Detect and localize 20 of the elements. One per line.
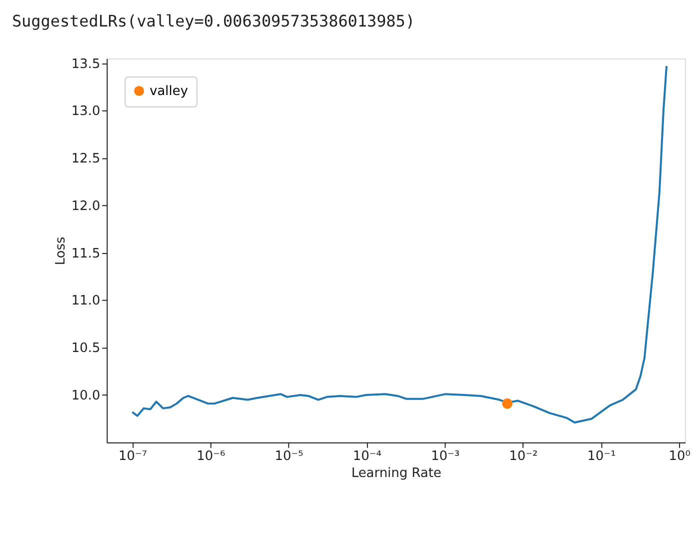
y-tick-label: 13.0: [71, 104, 100, 120]
x-tick-label: 10⁻⁶: [196, 448, 226, 464]
y-tick-label: 10.0: [71, 388, 100, 404]
x-tick-label: 10⁻³: [431, 448, 460, 464]
chart-title: SuggestedLRs(valley=0.0063095735386013985): [12, 11, 415, 30]
x-tick-label: 10⁻⁵: [274, 448, 304, 464]
legend-label: valley: [150, 84, 188, 99]
y-axis-title: Loss: [53, 236, 68, 266]
y-tick-label: 13.5: [71, 56, 100, 72]
y-tick-label: 12.0: [71, 198, 100, 214]
x-axis-title: Learning Rate: [351, 466, 442, 481]
x-tick-label: 10⁻⁴: [352, 448, 382, 464]
x-tick-label: 10⁻⁷: [118, 448, 148, 464]
y-tick-label: 10.5: [71, 341, 100, 356]
y-tick-label: 11.5: [71, 246, 100, 262]
x-tick-label: 10⁻²: [509, 448, 538, 464]
x-tick-label: 10⁰: [668, 448, 690, 464]
y-tick-label: 11.0: [71, 294, 100, 309]
x-tick-label: 10⁻¹: [587, 448, 616, 464]
y-tick-label: 12.5: [71, 152, 100, 167]
